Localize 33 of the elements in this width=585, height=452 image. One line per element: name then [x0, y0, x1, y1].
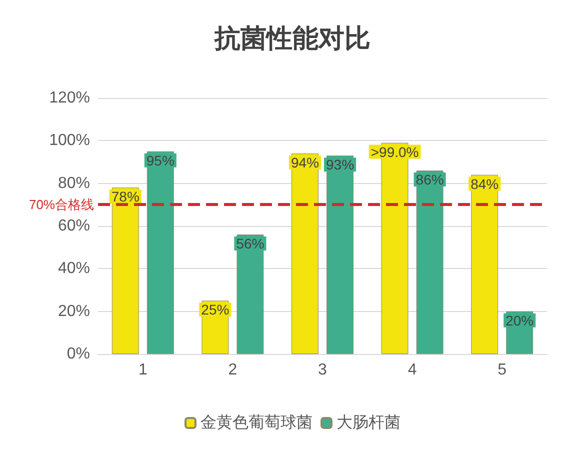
bar [416, 170, 444, 354]
data-label: 94% [290, 154, 320, 170]
data-label: 25% [201, 302, 230, 318]
data-label: 86% [416, 172, 444, 188]
bar [112, 188, 139, 354]
y-tick-label: 80% [58, 174, 90, 192]
y-tick-label: 40% [58, 260, 90, 278]
x-tick-label: 5 [498, 362, 507, 378]
x-tick-label: 4 [408, 362, 417, 378]
y-tick-label: 60% [58, 218, 90, 234]
bar [326, 156, 354, 354]
data-label: >99.0% [370, 144, 419, 160]
y-tick-label: 120% [49, 90, 90, 106]
ref-line-label: 70%合格线 [28, 197, 94, 212]
bar [471, 174, 498, 354]
y-tick-label: 100% [49, 132, 90, 150]
x-tick-label: 2 [228, 362, 238, 378]
data-label: 93% [326, 156, 354, 173]
bar [236, 234, 264, 354]
legend-label: 大肠杆菌 [336, 414, 400, 432]
x-tick-label: 1 [138, 362, 148, 378]
y-tick-label: 20% [58, 302, 90, 320]
data-label: 78% [111, 188, 140, 205]
bar [146, 151, 174, 354]
data-label: 20% [506, 312, 534, 328]
data-label: 84% [470, 176, 499, 192]
chart-title: 抗菌性能对比 [214, 23, 370, 53]
y-tick-label: 0% [66, 346, 90, 362]
x-tick-label: 3 [318, 362, 328, 378]
data-label: 56% [236, 236, 264, 252]
bar [292, 153, 318, 354]
legend-label: 金黄色葡萄球菌 [200, 414, 312, 432]
data-label: 95% [146, 152, 174, 168]
